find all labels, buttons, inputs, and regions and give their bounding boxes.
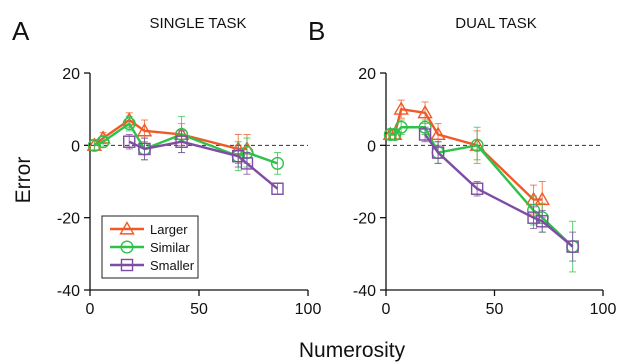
data-point-triangle xyxy=(430,126,446,141)
legend-marker xyxy=(119,221,135,235)
data-point-square xyxy=(123,135,136,148)
series-similar xyxy=(383,119,580,273)
data-point-square xyxy=(431,146,445,159)
data-point-triangle xyxy=(393,101,409,115)
data-point-circle xyxy=(96,135,110,149)
panel-a: A SINGLE TASK -40 -20 0 20 0 50 100 Larger Similar… xyxy=(12,15,321,318)
data-point-triangle xyxy=(417,104,433,119)
x-tick-label: 50 xyxy=(486,301,504,318)
x-tick-label: 100 xyxy=(295,301,322,318)
data-point-square xyxy=(470,182,484,195)
x-tick-label: 0 xyxy=(86,301,95,318)
legend-label: Similar xyxy=(150,240,190,255)
legend-marker xyxy=(120,240,134,254)
data-point-square xyxy=(232,149,245,163)
y-tick-label: 20 xyxy=(62,66,80,83)
y-tick-label: -20 xyxy=(57,211,80,228)
data-point-circle xyxy=(470,138,484,152)
legend: Larger Similar Smaller xyxy=(101,215,199,279)
series-line xyxy=(390,107,543,201)
data-point-square xyxy=(536,215,549,228)
data-point-square xyxy=(175,135,188,148)
y-tick-label: -40 xyxy=(353,283,376,300)
panel-b: B DUAL TASK -40 -20 0 20 0 50 100 xyxy=(308,15,616,318)
data-point-square xyxy=(418,128,432,141)
legend-label: Larger xyxy=(150,222,188,237)
y-tick-label: -20 xyxy=(353,211,376,228)
panel-title: SINGLE TASK xyxy=(150,15,247,32)
legend-label: Smaller xyxy=(150,258,195,273)
data-point-circle xyxy=(87,138,101,152)
data-point-circle xyxy=(394,120,408,134)
data-point-square xyxy=(566,240,579,253)
data-point-circle xyxy=(270,156,285,170)
y-tick-label: 0 xyxy=(71,138,80,155)
x-axis-title: Numerosity xyxy=(299,339,406,362)
panel-letter: B xyxy=(308,16,325,46)
x-tick-label: 100 xyxy=(590,301,617,318)
data-point-square xyxy=(271,182,284,195)
data-point-circle xyxy=(122,117,136,131)
legend-marker xyxy=(120,258,134,272)
series-smaller xyxy=(418,126,579,262)
y-tick-label: 0 xyxy=(367,138,376,155)
data-point-triangle xyxy=(136,122,153,137)
panel-title: DUAL TASK xyxy=(455,15,536,32)
y-tick-label: -40 xyxy=(57,283,80,300)
series-line xyxy=(128,140,279,190)
data-point-square xyxy=(527,211,540,224)
y-axis-title: Error xyxy=(12,157,35,204)
x-tick-label: 50 xyxy=(190,301,208,318)
y-tick-label: 20 xyxy=(358,66,376,83)
data-point-square xyxy=(138,142,151,156)
legend-box xyxy=(101,215,199,279)
x-tick-label: 0 xyxy=(382,301,391,318)
panel-letter: A xyxy=(12,16,30,46)
data-point-circle xyxy=(383,127,397,142)
data-point-square xyxy=(240,157,254,170)
series-smaller xyxy=(123,130,284,195)
